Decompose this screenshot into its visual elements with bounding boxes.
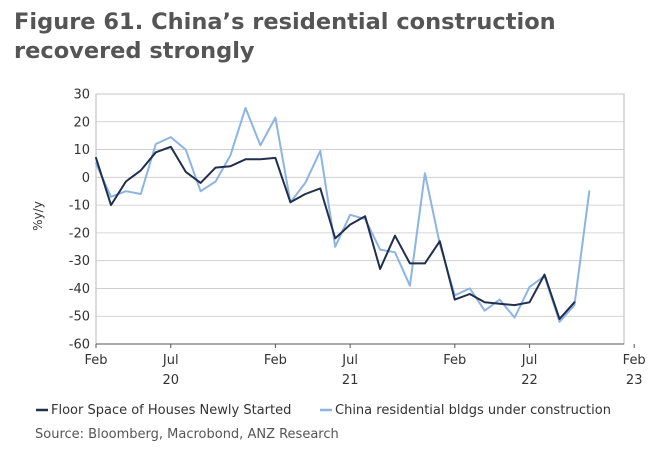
x-tick-label-month: Feb bbox=[264, 353, 287, 368]
y-tick-label: -50 bbox=[69, 310, 90, 325]
series-line-residential-bldgs bbox=[95, 106, 591, 323]
y-tick-label: -10 bbox=[69, 199, 90, 214]
y-tick-label: 0 bbox=[82, 171, 90, 186]
y-axis-tick-labels: 30 20 10 0 -10 -20 -30 -40 -50 -60 bbox=[69, 88, 90, 353]
legend-label-floor-space: Floor Space of Houses Newly Started bbox=[51, 403, 291, 418]
y-tick-label: 30 bbox=[73, 88, 90, 103]
x-axis-tick-labels: Feb Jul Feb Jul Feb Jul Feb 20 21 22 23 bbox=[84, 353, 645, 388]
legend-label-residential-bldgs: China residential bldgs under constructi… bbox=[335, 403, 611, 418]
series-line-floor-space bbox=[95, 145, 576, 320]
x-tick-label-month: Feb bbox=[84, 353, 107, 368]
legend: Floor Space of Houses Newly Started Chin… bbox=[36, 403, 611, 418]
x-tick-label-month: Jul bbox=[162, 353, 179, 368]
x-tick-label-month: Feb bbox=[443, 353, 466, 368]
x-tick-label-year: 22 bbox=[521, 373, 538, 388]
y-tick-label: -60 bbox=[69, 338, 90, 353]
y-tick-label: -40 bbox=[69, 282, 90, 297]
x-axis bbox=[95, 343, 635, 348]
x-tick-label-month: Feb bbox=[623, 353, 646, 368]
x-tick-label-month: Jul bbox=[341, 353, 358, 368]
y-axis-label: %y/y bbox=[31, 201, 45, 231]
series-lines bbox=[95, 106, 591, 323]
y-tick-label: -20 bbox=[69, 226, 90, 241]
source-note: Source: Bloomberg, Macrobond, ANZ Resear… bbox=[35, 427, 339, 442]
x-tick-label-year: 21 bbox=[342, 373, 359, 388]
x-tick-label-month: Jul bbox=[521, 353, 538, 368]
x-tick-label-year: 20 bbox=[162, 373, 179, 388]
y-tick-label: -30 bbox=[69, 254, 90, 269]
x-tick-label-year: 23 bbox=[626, 373, 643, 388]
y-tick-label: 20 bbox=[73, 115, 90, 130]
chart-title: Figure 61. China’s residential construct… bbox=[14, 9, 556, 64]
y-tick-label: 10 bbox=[73, 143, 90, 158]
